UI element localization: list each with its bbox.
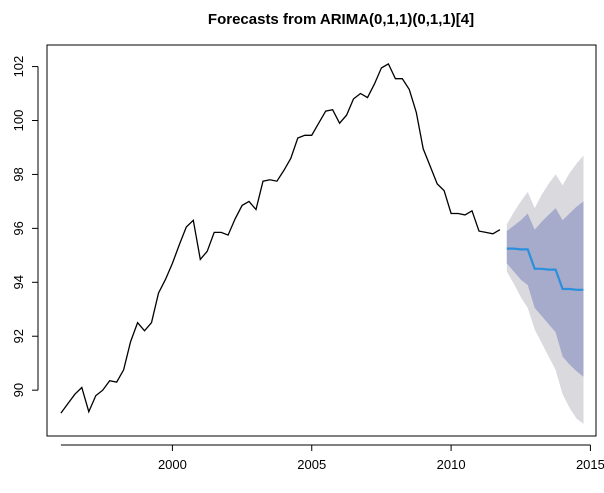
- forecast-80-interval-band: [506, 201, 584, 377]
- y-tick-label: 96: [11, 221, 26, 235]
- x-axis: 2000 2005 2010 2015: [60, 444, 604, 472]
- history-series-line: [60, 62, 501, 414]
- x-tick-label: 2010: [437, 457, 466, 472]
- y-axis: 90 92 94 96 98 100 102: [11, 56, 39, 397]
- plot-frame: [46, 44, 597, 437]
- y-tick-label: 98: [11, 167, 26, 181]
- x-tick-label: 2015: [576, 457, 604, 472]
- x-tick-label: 2000: [158, 457, 187, 472]
- forecast-series-line: [506, 247, 584, 291]
- y-tick-label: 92: [11, 329, 26, 343]
- y-tick-label: 102: [11, 56, 26, 78]
- y-tick-label: 100: [11, 110, 26, 132]
- plot-area: [60, 62, 584, 424]
- y-tick-label: 94: [11, 275, 26, 289]
- y-tick-label: 90: [11, 383, 26, 397]
- chart-title: Forecasts from ARIMA(0,1,1)(0,1,1)[4]: [208, 11, 474, 28]
- x-tick-label: 2005: [297, 457, 326, 472]
